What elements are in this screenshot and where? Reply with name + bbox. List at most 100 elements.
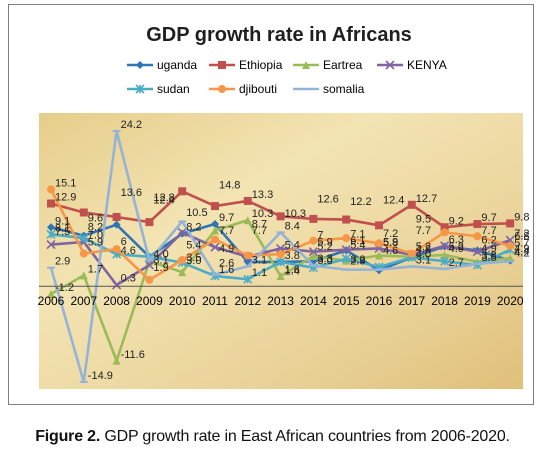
- x-tick-label: 2013: [267, 294, 294, 308]
- legend-item-somalia: somalia: [293, 82, 365, 96]
- data-label: 12.4: [383, 195, 404, 207]
- data-label: 8.1: [55, 222, 70, 234]
- data-point: [243, 216, 252, 225]
- data-point: [112, 245, 121, 254]
- caption-text: GDP growth rate in East African countrie…: [100, 428, 510, 445]
- data-label: 12.6: [317, 193, 338, 205]
- chart-svg: GDP growth rate in Africans uganda Ethiop…: [38, 24, 529, 389]
- data-label: 4.9: [514, 243, 529, 255]
- data-label: 12.8: [153, 192, 174, 204]
- data-point: [112, 220, 121, 229]
- data-point: [211, 220, 219, 229]
- data-label: 7.0: [88, 229, 103, 241]
- x-tick-label: 2018: [431, 294, 458, 308]
- x-tick-label: 2011: [202, 294, 228, 308]
- data-point: [46, 229, 56, 239]
- data-label: 6: [121, 236, 127, 248]
- data-point: [308, 247, 318, 257]
- data-label: 1.6: [285, 264, 300, 276]
- data-label: 4.4: [514, 246, 529, 258]
- data-label: 3.2: [350, 254, 365, 266]
- data-label: 7.1: [350, 229, 365, 241]
- data-label: 6.8: [514, 231, 529, 243]
- data-label: 5.9: [88, 236, 103, 248]
- x-tick-label: 2020: [497, 294, 524, 308]
- legend-item-kenya: KENYA: [377, 58, 447, 72]
- data-label: 1.6: [219, 264, 234, 276]
- data-point: [440, 228, 449, 237]
- data-point: [112, 280, 122, 290]
- data-point: [309, 214, 318, 223]
- series-somalia: [47, 129, 515, 384]
- data-label: 4.9: [219, 243, 234, 255]
- x-tick-label: 2006: [38, 294, 65, 308]
- data-label: 5.2: [416, 241, 431, 253]
- data-label: 3.1: [252, 254, 267, 266]
- data-label: 7.5: [55, 226, 70, 238]
- data-label: 9.2: [449, 215, 464, 227]
- caption-label: Figure 2.: [35, 428, 101, 445]
- data-label: 12.2: [350, 196, 371, 208]
- data-point: [79, 271, 88, 280]
- data-label: 7.7: [416, 225, 431, 237]
- data-point: [79, 249, 88, 258]
- data-label: 4.8: [416, 243, 431, 255]
- data-point: [505, 235, 515, 245]
- data-point: [210, 242, 220, 252]
- data-point: [407, 200, 416, 209]
- data-label: 5.4: [186, 240, 201, 252]
- data-label: 0.3: [121, 272, 136, 284]
- x-tick-label: 2012: [234, 294, 261, 308]
- data-label: 3.3: [317, 253, 332, 265]
- data-point: [342, 215, 351, 224]
- data-point: [178, 255, 187, 264]
- data-label: 4.9: [449, 243, 464, 255]
- legend-marker: [218, 85, 226, 93]
- data-label: 10.3: [285, 208, 306, 220]
- data-label: 4.0: [416, 249, 431, 261]
- data-label: 5.2: [317, 241, 332, 253]
- data-label: 5.7: [514, 238, 529, 250]
- data-label: 5.4: [285, 240, 300, 252]
- data-labels: 15.112.99.18.17.52.9-1.29.68.27.05.91.7-…: [55, 119, 529, 382]
- data-label: 8.7: [252, 218, 267, 230]
- data-label: 14.8: [219, 179, 240, 191]
- data-point: [440, 223, 449, 232]
- legend-label: Ethiopia: [239, 58, 283, 72]
- data-point: [309, 236, 318, 245]
- data-point: [473, 220, 482, 229]
- x-tick-label: 2014: [300, 294, 327, 308]
- data-label: 3.8: [285, 250, 300, 262]
- data-label: 1.1: [252, 267, 267, 279]
- data-label: 8.2: [186, 222, 201, 234]
- data-point: [440, 250, 449, 259]
- data-point: [79, 208, 88, 217]
- legend-label: uganda: [157, 58, 197, 72]
- data-label: 9.7: [219, 212, 234, 224]
- data-label: 4.9: [481, 243, 496, 255]
- chart-figure: GDP growth rate in Africans uganda Ethiop…: [8, 4, 534, 405]
- data-label: 12.9: [55, 192, 76, 204]
- data-label: 8.4: [285, 220, 300, 232]
- data-label: 3.8: [481, 250, 496, 262]
- figure-caption: Figure 2. GDP growth rate in East Africa…: [0, 428, 545, 446]
- data-label: 9.1: [55, 215, 70, 227]
- data-label: 2.7: [449, 257, 464, 269]
- data-point: [276, 272, 285, 281]
- x-tick-label: 2015: [333, 294, 360, 308]
- data-point: [276, 250, 285, 259]
- legend-label: somalia: [323, 82, 365, 96]
- data-label: 1.4: [285, 265, 300, 277]
- data-label: 10.5: [186, 207, 207, 219]
- data-point: [276, 243, 286, 253]
- data-label: -14.9: [88, 370, 113, 382]
- data-point: [243, 274, 253, 284]
- series-djibouti: [47, 185, 515, 284]
- data-label: 4.6: [383, 245, 398, 257]
- legend-marker: [302, 61, 310, 69]
- legend-marker: [218, 61, 226, 69]
- data-label: 4.6: [121, 245, 136, 257]
- x-tick-label: 2007: [70, 294, 97, 308]
- data-label: 7.7: [219, 225, 234, 237]
- data-label: 1.9: [153, 262, 168, 274]
